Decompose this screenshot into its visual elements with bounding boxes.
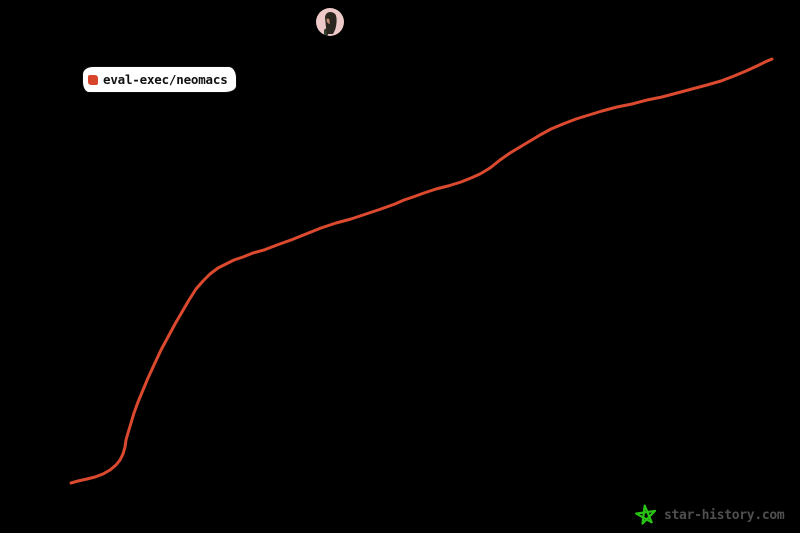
star-icon: [635, 504, 657, 525]
avatar-portrait: [324, 11, 337, 36]
watermark-label: star-history.com: [664, 507, 785, 523]
legend: eval-exec/neomacs: [82, 66, 237, 93]
avatar: [316, 8, 344, 36]
legend-swatch: [88, 74, 98, 85]
legend-label: eval-exec/neomacs: [103, 72, 228, 87]
star-history-watermark: star-history.com: [634, 502, 785, 528]
star-line: [69, 57, 774, 485]
